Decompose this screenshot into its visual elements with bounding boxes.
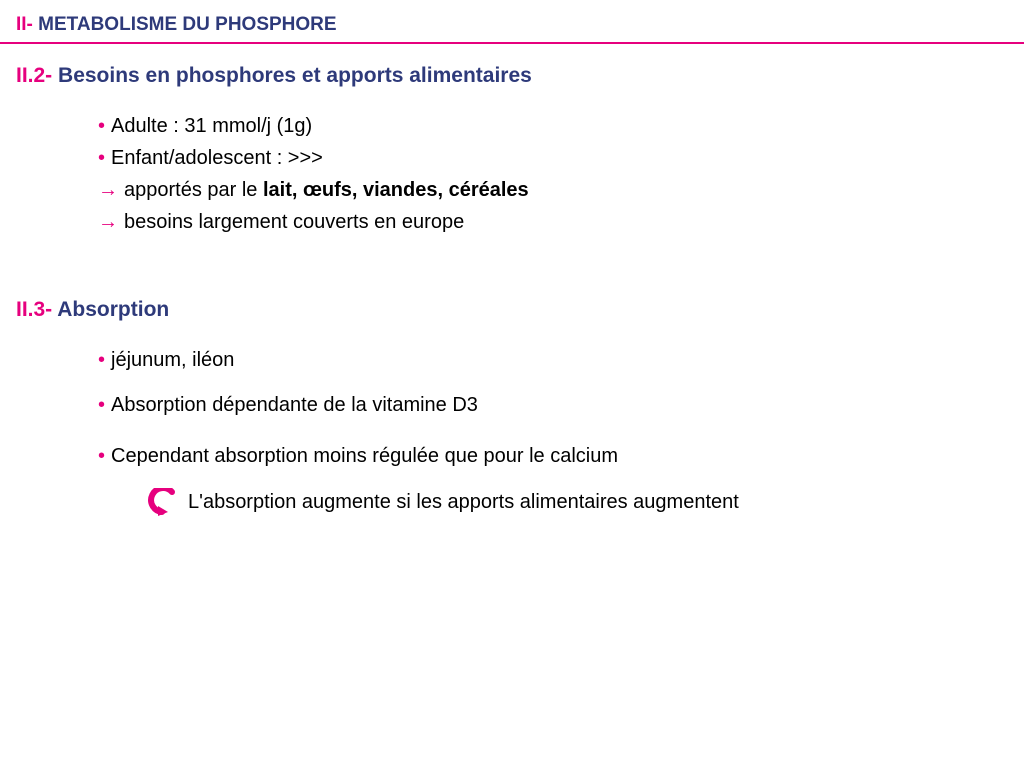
item-text: Adulte : 31 mmol/j (1g) bbox=[111, 115, 312, 137]
item-text: besoins largement couverts en europe bbox=[124, 211, 464, 233]
item-text: Enfant/adolescent : >>> bbox=[111, 147, 323, 169]
section-ii2-text: Besoins en phosphores et apports aliment… bbox=[52, 64, 532, 87]
list-item: • Enfant/adolescent : >>> bbox=[98, 142, 1008, 174]
conclusion-text: L'absorption augmente si les apports ali… bbox=[188, 491, 739, 514]
arrow-icon: → bbox=[98, 211, 118, 233]
conclusion-line: L'absorption augmente si les apports ali… bbox=[144, 488, 1008, 516]
list-item: • Cependant absorption moins régulée que … bbox=[98, 445, 1008, 468]
item-text: Cependant absorption moins régulée que p… bbox=[111, 445, 618, 467]
bullet-icon: • bbox=[98, 115, 105, 137]
arrow-icon: → bbox=[98, 179, 118, 201]
header-rest: METABOLISME DU PHOSPHORE bbox=[33, 14, 337, 35]
section-ii3-num: II.3- bbox=[16, 298, 52, 321]
list-item: • jéjunum, iléon bbox=[98, 344, 1008, 376]
list-item: → besoins largement couverts en europe bbox=[98, 206, 1008, 238]
item-text-prefix: apportés par le bbox=[124, 179, 263, 201]
bullet-icon: • bbox=[98, 147, 105, 169]
bullet-icon: • bbox=[98, 349, 105, 371]
item-text: Absorption dépendante de la vitamine D3 bbox=[111, 394, 478, 416]
header-prefix: II- bbox=[16, 14, 33, 35]
curved-arrow-icon bbox=[144, 488, 178, 516]
section-ii2-num: II.2- bbox=[16, 64, 52, 87]
section-ii3-title: II.3- Absorption bbox=[16, 298, 1008, 322]
bullet-icon: • bbox=[98, 445, 105, 467]
main-header: II- METABOLISME DU PHOSPHORE bbox=[0, 0, 1024, 44]
list-item: • Absorption dépendante de la vitamine D3 bbox=[98, 394, 1008, 417]
section-ii2-title: II.2- Besoins en phosphores et apports a… bbox=[16, 64, 1008, 88]
content-area: II.2- Besoins en phosphores et apports a… bbox=[0, 44, 1024, 516]
section-ii2-items: • Adulte : 31 mmol/j (1g) • Enfant/adolesc… bbox=[98, 110, 1008, 238]
item-text: jéjunum, iléon bbox=[111, 349, 234, 371]
list-item: • Adulte : 31 mmol/j (1g) bbox=[98, 110, 1008, 142]
section-ii3-text: Absorption bbox=[52, 298, 169, 321]
item-text-bold: lait, œufs, viandes, céréales bbox=[263, 179, 529, 201]
bullet-icon: • bbox=[98, 394, 105, 416]
list-item: → apportés par le lait, œufs, viandes, cé… bbox=[98, 174, 1008, 206]
